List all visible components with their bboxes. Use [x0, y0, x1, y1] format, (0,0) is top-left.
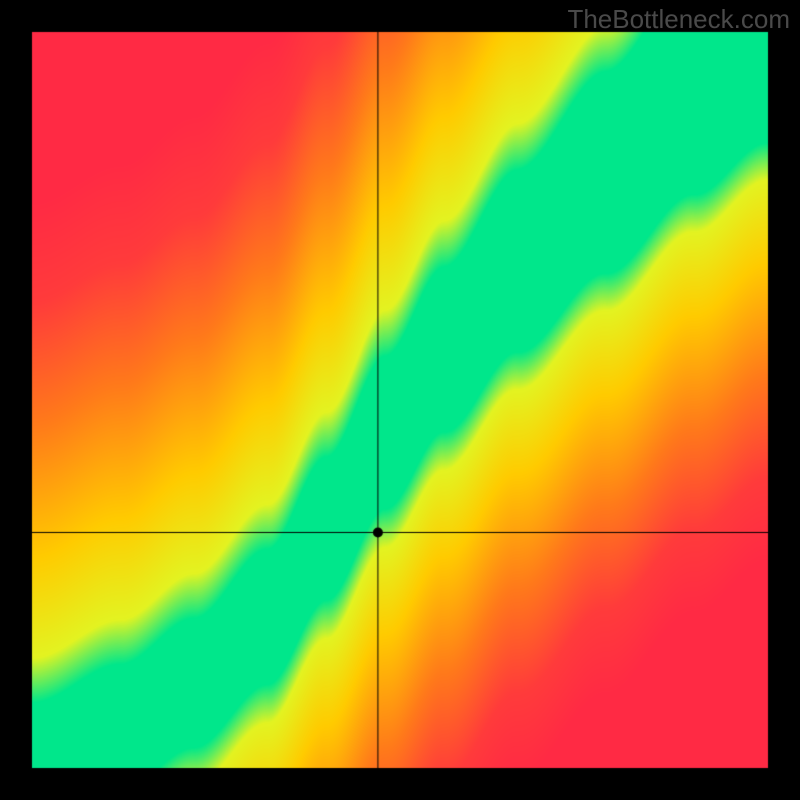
- chart-container: TheBottleneck.com: [0, 0, 800, 800]
- watermark-text: TheBottleneck.com: [567, 4, 790, 35]
- bottleneck-heatmap: [0, 0, 800, 800]
